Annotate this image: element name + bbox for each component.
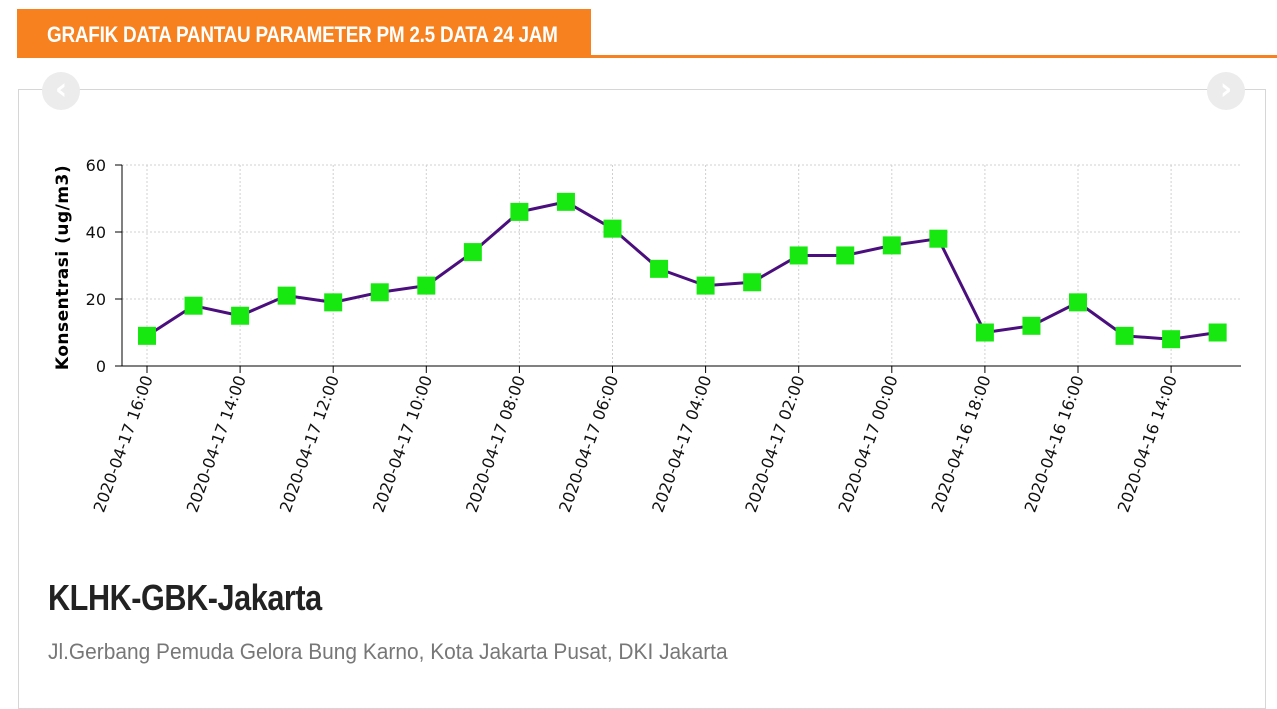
data-point-marker — [929, 229, 948, 248]
x-tick-label: 2020-04-17 00:00 — [834, 373, 901, 515]
x-tick-label: 2020-04-16 14:00 — [1114, 373, 1181, 515]
x-tick-label: 2020-04-17 04:00 — [648, 373, 715, 515]
x-tick-label: 2020-04-17 06:00 — [555, 373, 622, 515]
y-tick-label: 20 — [86, 290, 106, 309]
station-address: Jl.Gerbang Pemuda Gelora Bung Karno, Kot… — [48, 639, 728, 664]
series-line — [146, 200, 1218, 341]
data-point-marker — [696, 276, 715, 295]
data-point-marker — [975, 323, 994, 342]
y-tick-label: 60 — [86, 156, 106, 175]
data-point-marker — [138, 326, 156, 345]
data-point-marker — [1069, 293, 1087, 312]
x-tick-label: 2020-04-16 18:00 — [927, 373, 994, 515]
chart-section-header: GRAFIK DATA PANTAU PARAMETER PM 2.5 DATA… — [17, 9, 591, 57]
x-tick-label: 2020-04-17 02:00 — [741, 373, 808, 515]
data-point-marker — [789, 246, 808, 265]
data-point-marker — [556, 192, 575, 211]
data-point-marker — [1208, 323, 1227, 342]
data-point-marker — [510, 202, 529, 221]
data-point-marker — [836, 246, 855, 265]
x-tick-label: 2020-04-17 16:00 — [90, 373, 157, 515]
chevron-right-icon[interactable]: › — [1207, 72, 1245, 110]
x-tick-label: 2020-04-17 10:00 — [369, 373, 436, 515]
x-tick-label: 2020-04-17 12:00 — [276, 373, 343, 515]
data-point-marker — [277, 286, 296, 305]
chart-section-title: GRAFIK DATA PANTAU PARAMETER PM 2.5 DATA… — [47, 22, 558, 47]
data-point-marker — [1115, 326, 1134, 345]
header-underline — [17, 55, 1277, 58]
data-point-marker — [324, 293, 343, 312]
data-point-marker — [882, 236, 901, 255]
y-tick-label: 40 — [86, 223, 106, 242]
x-tick-label: 2020-04-17 14:00 — [183, 373, 250, 515]
data-point-marker — [1022, 316, 1041, 335]
data-point-marker — [1162, 330, 1181, 349]
x-tick-label: 2020-04-16 16:00 — [1021, 373, 1088, 515]
data-point-marker — [231, 306, 250, 325]
y-tick-label: 0 — [96, 357, 106, 376]
chevron-left-icon[interactable]: ‹ — [42, 72, 80, 110]
data-point-marker — [650, 259, 669, 278]
data-point-marker — [370, 283, 389, 302]
x-tick-label: 2020-04-17 08:00 — [462, 373, 529, 515]
data-point-marker — [743, 273, 762, 292]
station-name: KLHK-GBK-Jakarta — [48, 577, 322, 618]
y-axis-title: Konsentrasi (ug/m3) — [53, 165, 73, 370]
data-point-marker — [184, 296, 203, 315]
data-point-marker — [417, 276, 436, 295]
data-point-marker — [603, 219, 622, 238]
data-point-marker — [463, 243, 482, 262]
pm25-line-chart: 0 20 40 60 2020-04-17 16:00 2020-04-17 14:00 2… — [53, 156, 1241, 515]
